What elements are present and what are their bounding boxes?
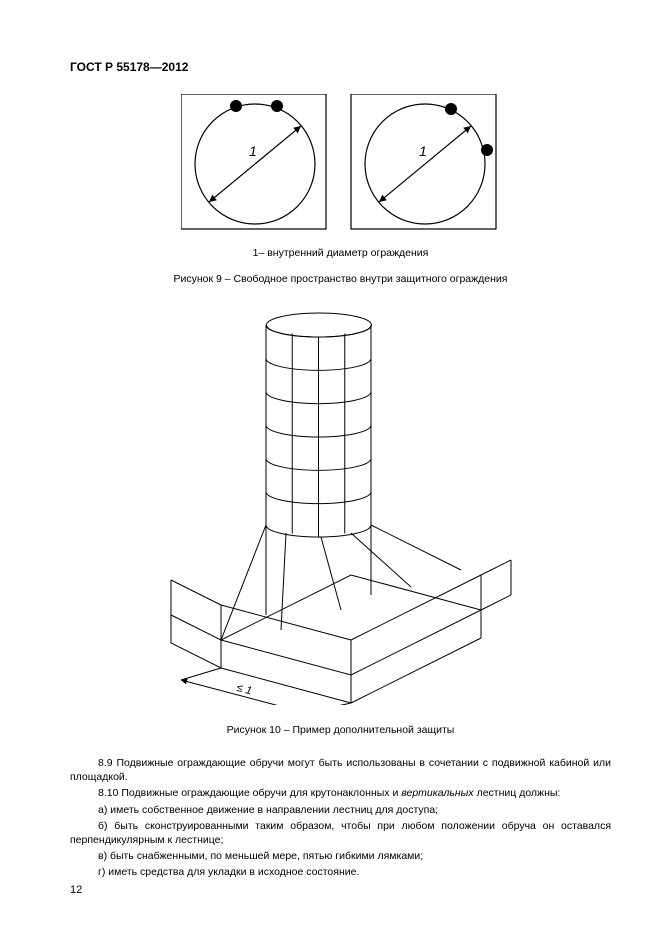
page-number: 12 [70, 884, 82, 896]
p810-tail: лестниц должны: [474, 787, 561, 799]
figure-9-legend: 1– внутренний диаметр ограждения [70, 247, 611, 259]
figure-10-svg: ≤ 1 [151, 305, 531, 705]
figure-10: ≤ 1 Рисунок 10 – Пример дополнительной з… [70, 305, 611, 736]
p810-italic: вертикальных [401, 787, 473, 799]
document-header: ГОСТ Р 55178—2012 [70, 60, 611, 74]
page: ГОСТ Р 55178—2012 11 1– внутренний диаме… [0, 0, 661, 936]
para-8-10: 8.10 Подвижные ограждающие обручи для кр… [70, 786, 611, 800]
figure-9: 11 1– внутренний диаметр ограждения Рису… [70, 94, 611, 285]
para-8-9: 8.9 Подвижные ограждающие обручи могут б… [70, 756, 611, 784]
figure-10-caption: Рисунок 10 – Пример дополнительной защит… [70, 724, 611, 736]
item-b: б) быть сконструированными таким образом… [70, 819, 611, 847]
svg-text:1: 1 [249, 143, 257, 159]
item-c: в) быть снабженными, по меньшей мере, пя… [70, 849, 611, 863]
svg-text:1: 1 [419, 143, 427, 159]
figure-9-svg: 11 [181, 94, 501, 234]
item-a: а) иметь собственное движение в направле… [70, 803, 611, 817]
body-text: 8.9 Подвижные ограждающие обручи могут б… [70, 756, 611, 879]
item-d: г) иметь средства для укладки в исходное… [70, 865, 611, 879]
p810-lead: 8.10 Подвижные ограждающие обручи для кр… [98, 787, 401, 799]
figure-9-caption: Рисунок 9 – Свободное пространство внутр… [70, 273, 611, 285]
